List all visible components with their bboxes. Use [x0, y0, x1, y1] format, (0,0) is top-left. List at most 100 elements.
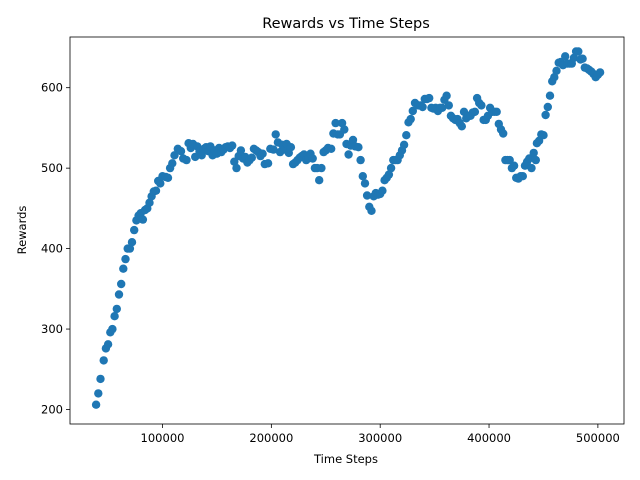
data-point	[406, 114, 415, 124]
x-tick-label: 200000	[249, 431, 293, 445]
data-point	[182, 155, 191, 165]
x-tick-label: 400000	[467, 431, 511, 445]
x-tick-label: 500000	[576, 431, 620, 445]
y-tick-label: 600	[41, 81, 63, 95]
x-axis-ticks: 100000 200000 300000 400000 500000	[141, 424, 620, 445]
data-point	[360, 179, 370, 188]
data-point	[269, 145, 278, 154]
data-point	[529, 148, 538, 158]
data-point	[112, 304, 122, 314]
data-point	[356, 155, 365, 165]
y-axis-ticks: 200 300 400 500 600	[41, 81, 70, 417]
data-point	[315, 176, 324, 185]
data-points	[91, 47, 605, 409]
data-point	[378, 186, 387, 195]
data-point	[574, 47, 583, 56]
data-point	[499, 129, 508, 138]
data-point	[263, 159, 273, 168]
data-point	[492, 107, 501, 117]
data-point	[386, 163, 396, 173]
data-point	[477, 101, 486, 110]
x-tick-label: 300000	[358, 431, 402, 445]
y-tick-label: 300	[41, 322, 63, 336]
y-tick-label: 200	[41, 403, 63, 417]
data-point	[168, 159, 177, 168]
data-point	[103, 340, 113, 349]
data-point	[127, 238, 137, 247]
data-point	[258, 149, 267, 158]
data-point	[286, 143, 296, 152]
data-point	[418, 102, 427, 112]
data-point	[96, 374, 105, 384]
data-point	[94, 389, 103, 398]
data-point	[176, 147, 186, 156]
data-point	[541, 110, 550, 120]
data-point	[247, 153, 256, 162]
data-point	[156, 179, 165, 188]
data-point	[191, 152, 200, 162]
data-point	[232, 163, 241, 173]
data-point	[438, 103, 447, 113]
data-point	[354, 143, 363, 152]
data-point	[138, 215, 148, 224]
data-point	[550, 73, 559, 82]
data-point	[402, 131, 411, 140]
data-point	[117, 279, 126, 289]
data-point	[595, 68, 605, 77]
data-point	[408, 106, 417, 116]
chart-title: Rewards vs Time Steps	[262, 16, 430, 32]
data-point	[344, 150, 353, 159]
data-point	[121, 254, 130, 264]
data-point	[170, 151, 179, 160]
data-point	[442, 91, 451, 100]
data-point	[337, 118, 347, 128]
data-point	[197, 151, 206, 160]
data-point	[228, 141, 237, 150]
data-point	[539, 131, 548, 140]
data-point	[151, 186, 161, 195]
data-point	[444, 101, 453, 110]
data-point	[308, 154, 317, 163]
data-point	[569, 53, 579, 63]
data-point	[236, 146, 246, 155]
plot-frame	[69, 36, 625, 425]
data-point	[509, 161, 519, 170]
data-point	[114, 290, 124, 299]
y-tick-label: 500	[41, 161, 63, 175]
data-point	[348, 135, 358, 145]
data-point	[271, 130, 280, 139]
data-point	[125, 244, 135, 253]
data-point	[543, 102, 552, 112]
data-point	[384, 170, 394, 179]
data-point	[317, 163, 326, 173]
data-point	[367, 206, 376, 215]
data-point	[358, 172, 367, 181]
data-point	[130, 225, 139, 235]
data-point	[561, 52, 570, 61]
data-point	[457, 122, 466, 131]
y-tick-label: 400	[41, 242, 63, 256]
data-point	[108, 324, 117, 334]
data-point	[399, 140, 409, 149]
data-point	[145, 198, 154, 207]
data-point	[531, 155, 540, 165]
data-point	[99, 356, 108, 365]
data-point	[362, 191, 372, 200]
data-point	[91, 400, 101, 409]
data-point	[545, 91, 555, 100]
data-point	[425, 93, 434, 103]
data-point	[163, 173, 173, 182]
data-point	[552, 66, 561, 76]
data-point	[527, 163, 536, 173]
data-point	[119, 264, 128, 273]
x-axis-label: Time Steps	[313, 452, 378, 466]
data-point	[110, 312, 119, 321]
x-tick-label: 100000	[141, 431, 185, 445]
data-point	[327, 144, 336, 153]
data-point	[470, 107, 480, 117]
data-point	[331, 118, 340, 128]
y-axis-label: Rewards	[15, 206, 29, 255]
data-point	[578, 54, 587, 63]
data-point	[518, 172, 527, 181]
